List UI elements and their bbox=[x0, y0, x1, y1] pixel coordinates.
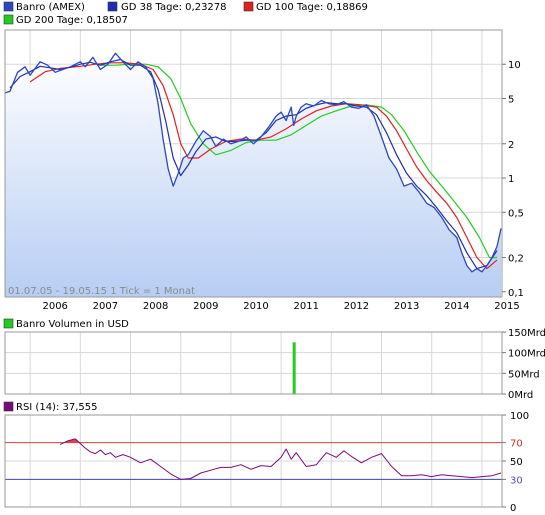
y-tick-label: 70 bbox=[510, 439, 523, 450]
y-tick-label: 0Mrd bbox=[508, 390, 533, 401]
x-tick-label: 2007 bbox=[93, 301, 118, 312]
main-legend: Banro (AMEX) GD 38 Tage: 0,23278 GD 100 … bbox=[3, 1, 368, 26]
x-tick-label: 2011 bbox=[293, 301, 318, 312]
volume-panel-frame bbox=[4, 331, 503, 395]
rsi-legend-swatch bbox=[3, 401, 14, 412]
legend-swatch bbox=[107, 1, 118, 12]
x-tick-label: 2014 bbox=[444, 301, 469, 312]
y-tick-label: 0,1 bbox=[508, 288, 524, 299]
legend-swatch bbox=[3, 1, 14, 12]
price-panel-frame bbox=[4, 29, 503, 298]
price-y-axis: 10 5 2 1 0,5 0,2 0,1 bbox=[502, 60, 524, 299]
legend-entry-banro: Banro (AMEX) bbox=[3, 1, 85, 13]
rsi-y-axis: 100 70 50 30 0 bbox=[502, 411, 529, 514]
x-tick-label: 2015 bbox=[494, 301, 519, 312]
series-line-gd38 bbox=[9, 58, 498, 270]
y-tick-label: 50 bbox=[510, 457, 523, 468]
y-tick-label: 50Mrd bbox=[508, 369, 540, 380]
y-tick-label: 0,5 bbox=[508, 208, 524, 219]
price-panel: 01.07.05 - 19.05.15 1 Tick = 1 Monat 10 5… bbox=[4, 29, 524, 312]
volume-y-axis: 150Mrd 100Mrd 50Mrd 0Mrd bbox=[502, 328, 545, 401]
y-tick-label: 0 bbox=[510, 503, 516, 514]
volume-bars bbox=[292, 342, 296, 394]
rsi-title: RSI (14): 37,555 bbox=[16, 402, 98, 413]
y-tick-label: 2 bbox=[508, 140, 514, 151]
legend-entry-gd38: GD 38 Tage: 0,23278 bbox=[107, 1, 227, 13]
volume-panel-bg bbox=[5, 332, 502, 394]
volume-panel: Banro Volumen in USD 150Mrd 100Mrd 50Mrd 0M… bbox=[3, 318, 545, 401]
date-range-footnote: 01.07.05 - 19.05.15 1 Tick = 1 Monat bbox=[8, 286, 195, 297]
y-tick-label: 5 bbox=[508, 94, 514, 105]
y-tick-label: 100Mrd bbox=[508, 349, 545, 360]
legend-entry-gd100: GD 100 Tage: 0,18869 bbox=[243, 1, 368, 13]
volume-bar bbox=[292, 342, 296, 394]
rsi-line bbox=[59, 438, 502, 480]
y-tick-label: 1 bbox=[508, 174, 514, 185]
year-x-axis: 2006 2007 2008 2009 2010 2011 2012 2013 2014 2015 bbox=[42, 301, 519, 312]
legend-label: GD 100 Tage: 0,18869 bbox=[256, 2, 368, 13]
x-tick-label: 2008 bbox=[143, 301, 168, 312]
legend-swatch bbox=[3, 14, 14, 25]
legend-label: GD 38 Tage: 0,23278 bbox=[121, 2, 227, 13]
legend-label: Banro (AMEX) bbox=[16, 2, 85, 13]
x-tick-label: 2013 bbox=[394, 301, 419, 312]
x-tick-label: 2006 bbox=[42, 301, 67, 312]
y-tick-label: 30 bbox=[510, 475, 523, 486]
legend-swatch bbox=[243, 1, 254, 12]
y-tick-label: 150Mrd bbox=[508, 328, 545, 339]
x-tick-label: 2010 bbox=[243, 301, 268, 312]
series-line-gd100 bbox=[29, 62, 498, 270]
series-line-banro bbox=[5, 52, 502, 273]
legend-label: GD 200 Tage: 0,18507 bbox=[16, 15, 128, 26]
price-area-fill bbox=[5, 53, 501, 297]
rsi-overbought-fill bbox=[64, 438, 80, 443]
rsi-panel: RSI (14): 37,555 100 70 50 30 0 bbox=[3, 401, 529, 514]
legend-entry-gd200: GD 200 Tage: 0,18507 bbox=[3, 14, 128, 26]
y-tick-label: 100 bbox=[510, 411, 529, 422]
y-tick-label: 10 bbox=[508, 60, 521, 71]
x-tick-label: 2009 bbox=[193, 301, 218, 312]
x-tick-label: 2012 bbox=[344, 301, 369, 312]
series-line-gd200 bbox=[100, 63, 497, 259]
y-tick-label: 0,2 bbox=[508, 254, 524, 265]
volume-title: Banro Volumen in USD bbox=[16, 319, 129, 330]
volume-legend-swatch bbox=[3, 318, 14, 329]
rsi-series bbox=[59, 438, 502, 480]
price-series-lines bbox=[5, 52, 502, 273]
